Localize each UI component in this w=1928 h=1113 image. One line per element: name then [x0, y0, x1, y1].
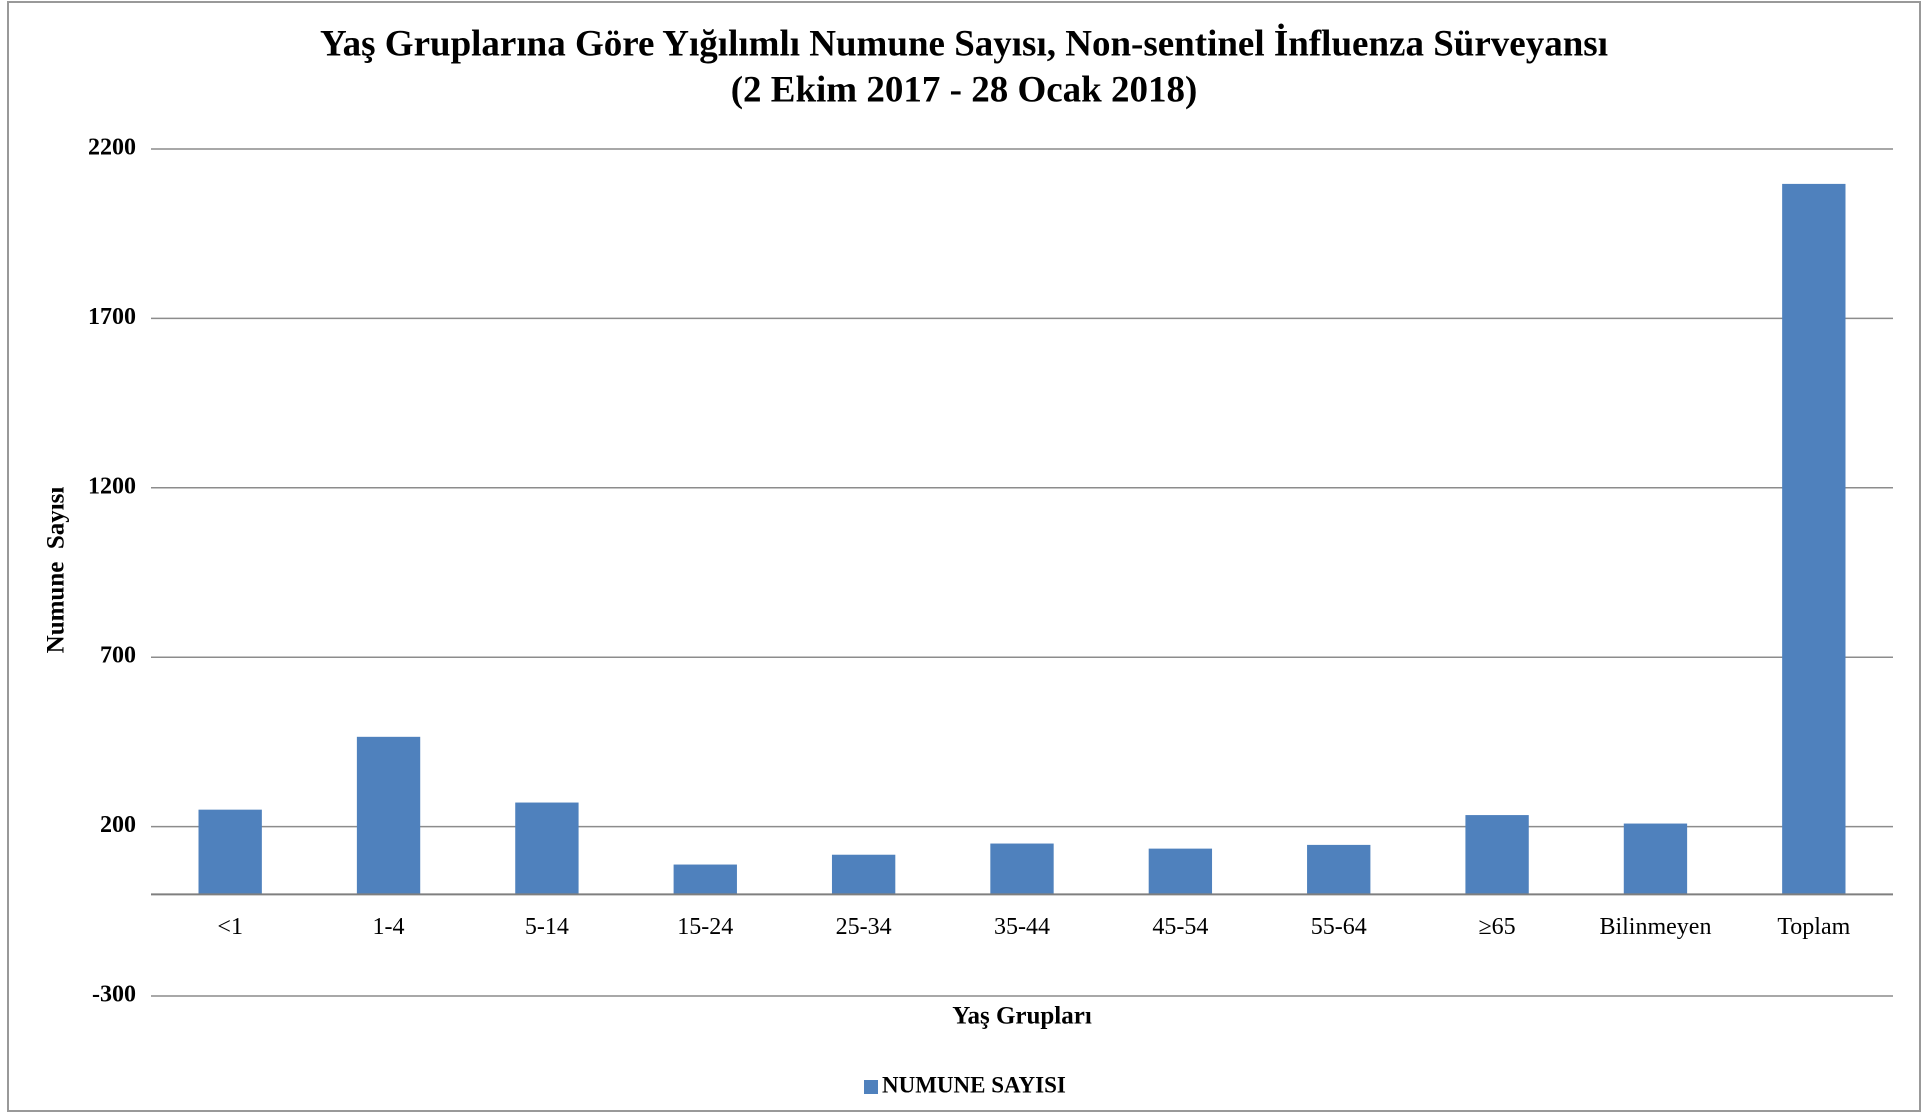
- bar: [1623, 823, 1688, 895]
- bar: [990, 843, 1054, 895]
- legend-swatch: [864, 1080, 878, 1094]
- chart-border: [7, 1, 1921, 1112]
- x-tick-label: 45-54: [1152, 914, 1208, 940]
- x-tick-label: 35-44: [994, 914, 1050, 940]
- bar: [1782, 183, 1846, 895]
- y-axis-title: Numune Sayısı: [43, 487, 70, 654]
- y-tick-label: 1200: [88, 473, 136, 499]
- x-axis-title: Yaş Grupları: [952, 1003, 1092, 1030]
- bar: [1148, 848, 1213, 895]
- y-tick-label: 1700: [88, 304, 136, 330]
- y-tick-label: 700: [100, 643, 136, 669]
- x-tick-label: 25-34: [836, 914, 892, 940]
- bar: [673, 864, 737, 895]
- bar: [356, 736, 421, 895]
- chart-subtitle: (2 Ekim 2017 - 28 Ocak 2018): [731, 69, 1198, 110]
- bar: [198, 809, 262, 895]
- x-tick-label: 5-14: [525, 914, 569, 940]
- y-tick-label: 200: [100, 812, 136, 838]
- x-tick-label: 1-4: [373, 914, 405, 940]
- x-tick-label: ≥65: [1479, 914, 1516, 940]
- x-tick-label: 55-64: [1311, 914, 1367, 940]
- bar: [1465, 815, 1529, 895]
- bar: [1307, 844, 1371, 895]
- bar: [831, 854, 896, 895]
- x-tick-label: Toplam: [1777, 914, 1850, 940]
- x-tick-label: 15-24: [677, 914, 733, 940]
- x-tick-label: <1: [217, 914, 243, 940]
- y-tick-label: -300: [92, 982, 136, 1008]
- y-tick-label: 2200: [88, 135, 136, 161]
- chart-title: Yaş Gruplarına Göre Yığılımlı Numune Say…: [320, 22, 1608, 64]
- legend-label: NUMUNE SAYISI: [882, 1072, 1066, 1097]
- bar: [515, 802, 579, 895]
- x-tick-label: Bilinmeyen: [1599, 914, 1711, 940]
